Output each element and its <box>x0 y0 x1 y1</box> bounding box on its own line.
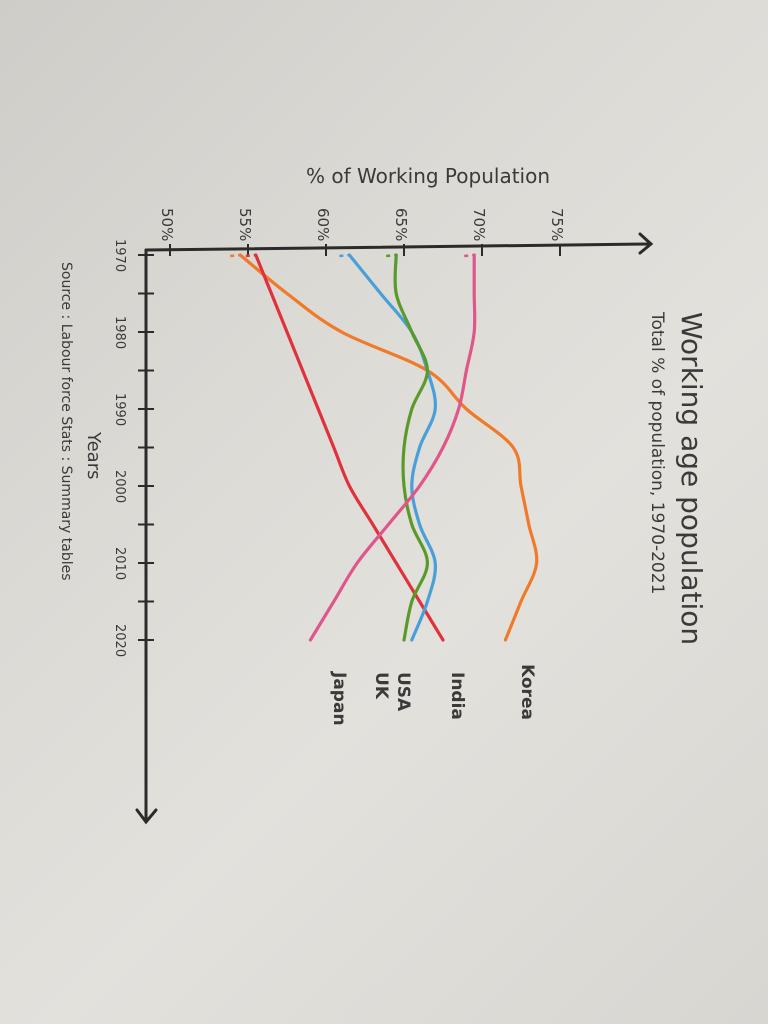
chart-title: Working age population <box>675 312 708 645</box>
series-lead-in <box>230 253 241 258</box>
series-line-india <box>254 253 445 642</box>
chart-subtitle: Total % of population, 1970-2021 <box>647 311 667 594</box>
series-lead-in <box>245 253 256 258</box>
series-label-uk: UK <box>371 672 391 700</box>
y-tick-label: 70% <box>470 208 488 241</box>
series-line-korea <box>238 253 539 642</box>
series-line-uk <box>393 253 429 642</box>
y-tick-label: 60% <box>314 208 332 241</box>
x-tick-label: 1980 <box>112 316 127 349</box>
y-tick-group: 50% 55% 60% 65% 70% 75% <box>158 208 566 256</box>
y-tick-label: 75% <box>548 208 566 241</box>
x-tick-label: 1970 <box>112 239 127 272</box>
series-line-japan <box>308 253 477 642</box>
source-note: Source : Labour force Stats : Summary ta… <box>58 262 74 581</box>
y-axis-arrow-icon <box>638 232 654 255</box>
y-axis-label: % of Working Population <box>306 164 550 188</box>
series-lead-in <box>464 253 475 258</box>
series-label-usa: USA <box>393 672 413 712</box>
x-axis-label: Years <box>83 431 104 480</box>
series-label-korea: Korea <box>517 664 537 720</box>
x-tick-label: 2010 <box>112 547 127 580</box>
y-tick-label: 50% <box>158 208 176 241</box>
series-line-usa <box>347 253 437 642</box>
x-tick-label: 2000 <box>112 470 127 503</box>
y-axis-line <box>144 242 652 252</box>
series-lead-in <box>339 253 350 258</box>
x-axis-arrow-icon <box>135 808 158 825</box>
x-tick-label: 1990 <box>112 393 127 426</box>
y-tick-label: 55% <box>236 208 254 241</box>
series-group <box>230 253 539 642</box>
series-label-japan: Japan <box>329 671 349 726</box>
y-tick-label: 65% <box>392 208 410 241</box>
series-lead-in <box>386 253 397 258</box>
x-tick-label: 2020 <box>112 624 127 657</box>
series-label-india: India <box>447 672 467 720</box>
x-tick-group: 1970 1980 1990 2000 2010 2020 <box>112 239 154 657</box>
